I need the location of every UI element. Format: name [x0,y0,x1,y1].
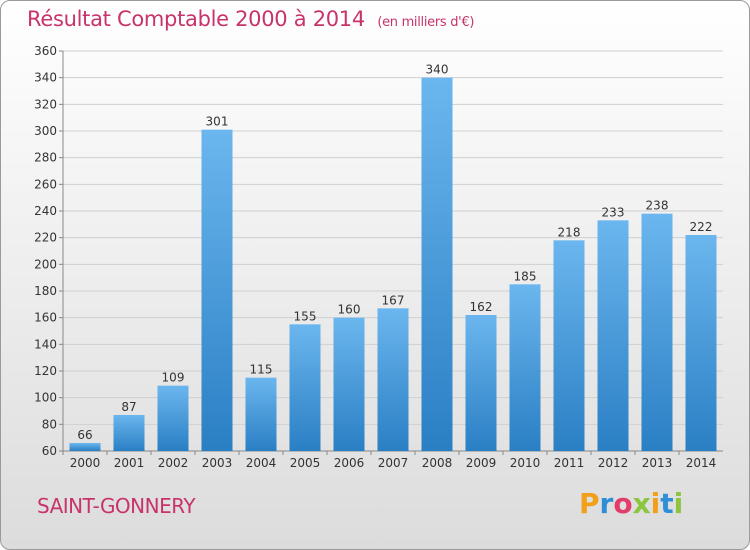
y-tick-label: 80 [42,417,57,431]
logo-letter: P [579,487,600,520]
bar-2002 [157,385,189,451]
bar-2000 [69,443,101,451]
value-label: 185 [514,269,537,283]
logo-letter: o [613,487,633,520]
value-label: 301 [206,115,229,129]
bar-2008 [421,77,453,452]
y-tick-label: 140 [34,337,57,351]
bar-2001 [113,415,145,451]
y-tick-label: 100 [34,391,57,405]
value-label: 167 [382,293,405,307]
y-tick-label: 360 [34,44,57,58]
value-label: 87 [121,400,136,414]
x-tick-label: 2005 [290,456,321,470]
bar-2013 [641,213,673,451]
logo-letter: r [599,487,614,520]
x-tick-label: 2011 [554,456,585,470]
y-tick-label: 300 [34,124,57,138]
value-label: 162 [470,300,493,314]
bar-2010 [509,284,541,451]
bar-2014 [685,235,717,451]
value-label: 66 [77,428,92,442]
x-tick-label: 2007 [378,456,409,470]
y-tick-label: 180 [34,284,57,298]
commune-name: SAINT-GONNERY [37,494,196,518]
bar-2012 [597,220,629,451]
y-tick-label: 220 [34,231,57,245]
x-tick-label: 2010 [510,456,541,470]
y-tick-label: 340 [34,71,57,85]
logo-letter: t [660,487,674,520]
value-label: 222 [690,220,713,234]
chart-title-unit: (en milliers d'€) [377,15,475,30]
y-tick-label: 120 [34,364,57,378]
x-tick-label: 2004 [246,456,277,470]
chart-title: Résultat Comptable 2000 à 2014 (en milli… [27,7,475,31]
logo-letter: i [650,487,661,520]
value-label: 238 [646,199,669,213]
x-tick-label: 2001 [114,456,145,470]
y-tick-label: 320 [34,97,57,111]
value-label: 109 [162,371,185,385]
bar-2009 [465,315,497,451]
x-tick-label: 2013 [642,456,673,470]
y-tick-label: 260 [34,177,57,191]
y-tick-label: 200 [34,257,57,271]
value-label: 218 [558,225,581,239]
bar-2007 [377,308,409,451]
x-tick-label: 2009 [466,456,497,470]
value-label: 233 [602,205,625,219]
value-label: 160 [338,303,361,317]
x-tick-label: 2012 [598,456,629,470]
value-label: 340 [426,63,449,77]
bar-2011 [553,240,585,451]
proxiti-logo: Proxiti [579,487,683,520]
label-layer: 60 80 100 120 140 160 180 200 220 240 260 280 300 320… [34,44,716,470]
logo-letter: i [673,487,684,520]
x-tick-label: 2000 [70,456,101,470]
value-label: 155 [294,309,317,323]
bar-2005 [289,324,321,451]
y-tick-label: 160 [34,311,57,325]
x-tick-label: 2006 [334,456,365,470]
bar-2006 [333,317,365,451]
y-tick-label: 280 [34,151,57,165]
y-tick-label: 240 [34,204,57,218]
bar-layer [69,77,717,452]
x-tick-label: 2014 [686,456,717,470]
value-label: 115 [250,363,273,377]
x-tick-label: 2008 [422,456,453,470]
chart-title-text: Résultat Comptable 2000 à 2014 [27,7,365,31]
y-tick-label: 60 [42,444,57,458]
x-tick-label: 2002 [158,456,189,470]
bar-2003 [201,129,233,451]
logo-letter: x [632,487,651,520]
x-tick-label: 2003 [202,456,233,470]
bar-2004 [245,377,277,451]
